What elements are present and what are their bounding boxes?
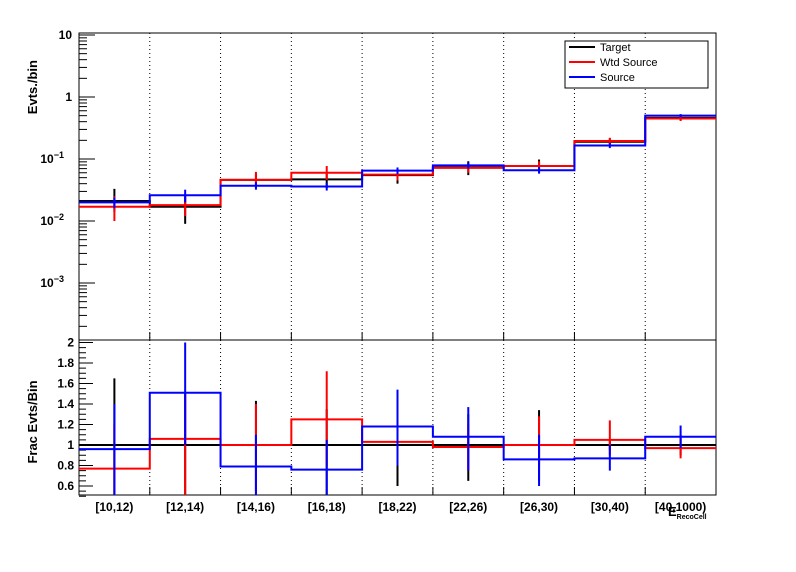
top-x-axis-ticks xyxy=(149,332,646,340)
bottom-y-axis-title: Frac Evts/Bin xyxy=(25,380,40,463)
x-category-label: [30,40) xyxy=(591,500,629,514)
x-category-label: [16,18) xyxy=(308,500,346,514)
legend: Target Wtd Source Source xyxy=(564,40,709,89)
top-series-group xyxy=(79,114,716,224)
top-y-tick-label: 1 xyxy=(65,90,72,104)
top-y-tick-label-exponent: −3 xyxy=(54,274,64,284)
x-category-label: [10,12) xyxy=(95,500,133,514)
top-y-tick-label: 10 xyxy=(59,28,73,42)
legend-box xyxy=(564,40,709,89)
x-axis-category-labels: [10,12) [12,14) [14,16) [16,18) [18,22) [22,2… xyxy=(95,500,706,514)
x-category-label: [22,26) xyxy=(449,500,487,514)
x-axis-title-subscript: RecoCell xyxy=(677,514,707,521)
x-axis-title-main: E xyxy=(668,504,677,519)
x-axis-title: ERecoCell xyxy=(668,504,707,521)
bottom-y-tick-label: 0.6 xyxy=(57,479,74,493)
top-y-tick-label-base: 10 xyxy=(59,28,73,42)
bottom-panel-frame xyxy=(78,339,717,496)
bottom-y-tick-label: 1.2 xyxy=(57,418,74,432)
bottom-y-tick-label: 2 xyxy=(67,336,74,350)
bottom-x-axis-ticks xyxy=(149,487,646,495)
x-category-label: [14,16) xyxy=(237,500,275,514)
legend-label-wtd-source: Wtd Source xyxy=(600,57,657,69)
bottom-y-tick-label: 1.8 xyxy=(57,356,74,370)
top-y-tick-label: 10−3 xyxy=(40,274,64,290)
top-y-tick-label-exponent: −1 xyxy=(54,150,64,160)
x-category-label: [26,30) xyxy=(520,500,558,514)
legend-label-source: Source xyxy=(600,72,635,84)
legend-label-target: Target xyxy=(600,42,631,54)
top-y-tick-label: 10−2 xyxy=(40,212,64,228)
top-y-tick-label-base: 1 xyxy=(65,90,72,104)
top-y-tick-label: 10−1 xyxy=(40,150,64,166)
bottom-y-tick-label: 0.8 xyxy=(57,459,74,473)
bottom-y-tick-label: 1.6 xyxy=(57,377,74,391)
top-y-tick-label-base: 10 xyxy=(40,214,54,228)
x-category-label: [18,22) xyxy=(378,500,416,514)
series-source xyxy=(79,342,716,495)
bottom-y-tick-label: 1 xyxy=(67,438,74,452)
bottom-y-tick-label: 1.4 xyxy=(57,397,74,411)
bottom-y-axis-tick-labels: 0.6 0.8 1 1.2 1.4 1.6 1.8 2 xyxy=(57,336,74,494)
top-y-axis-title: Evts./bin xyxy=(25,60,40,114)
bottom-series-group xyxy=(79,342,716,495)
x-category-label: [12,14) xyxy=(166,500,204,514)
top-y-tick-label-base: 10 xyxy=(40,152,54,166)
top-y-tick-label-base: 10 xyxy=(40,276,54,290)
x-category-label: [40,1000) xyxy=(655,500,706,514)
series-source xyxy=(79,114,716,209)
top-y-tick-label-exponent: −2 xyxy=(54,212,64,222)
bottom-panel: 0.6 0.8 1 1.2 1.4 1.6 1.8 2 [10,12) [12,14) [14,1… xyxy=(25,336,717,521)
